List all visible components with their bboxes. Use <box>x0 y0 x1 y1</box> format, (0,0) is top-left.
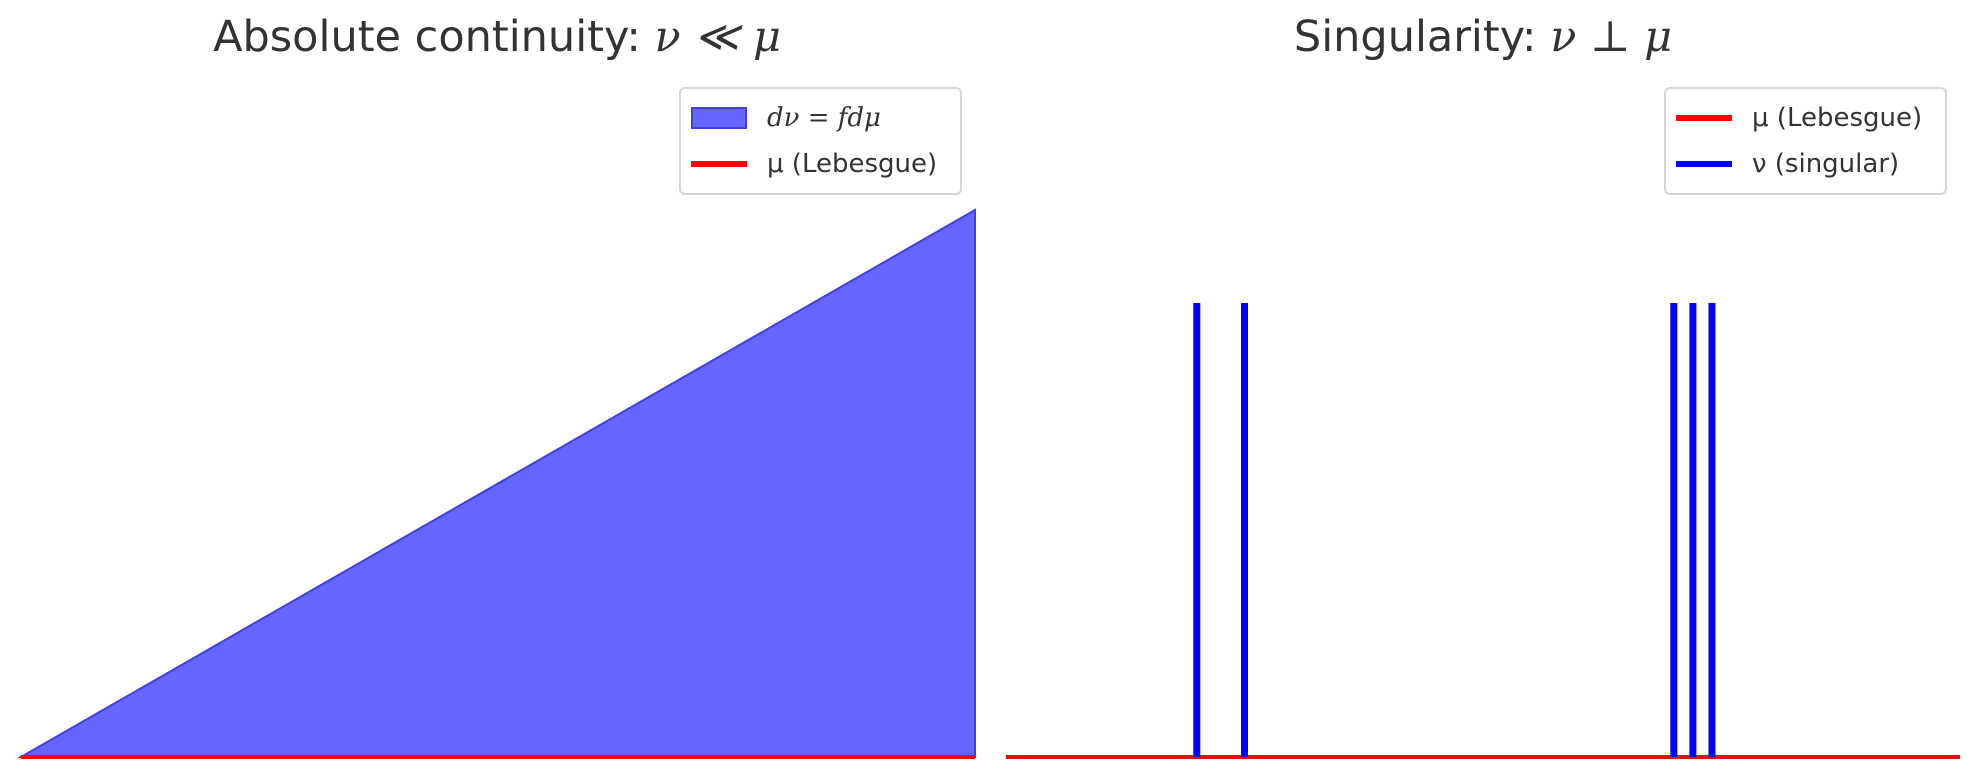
right-title-math: ν ⊥ μ <box>1550 12 1673 62</box>
left-title-text: Absolute continuity: <box>213 12 655 62</box>
legend-label-lebesgue: μ (Lebesgue) <box>767 149 938 179</box>
right-plot-area <box>1006 302 1960 759</box>
legend-swatch-singular <box>1676 161 1732 167</box>
left-chart-title: Absolute continuity: ν ≪ μ <box>213 12 781 62</box>
legend-swatch-lebesgue <box>691 161 747 167</box>
legend-label-singular: ν (singular) <box>1752 149 1900 179</box>
right-chart-title: Singularity: ν ⊥ μ <box>1294 12 1672 62</box>
legend-entry-lebesgue: μ (Lebesgue) <box>691 141 950 187</box>
density-fill-area <box>17 208 976 758</box>
right-title-text: Singularity: <box>1293 12 1551 62</box>
left-title-math: ν ≪ μ <box>654 12 781 62</box>
legend-label-lebesgue-right: μ (Lebesgue) <box>1752 103 1923 133</box>
legend-label-density: dν = fdμ <box>767 103 881 133</box>
left-plot-area <box>17 208 976 759</box>
legend-entry-lebesgue-right: μ (Lebesgue) <box>1676 95 1935 141</box>
legend-entry-density: dν = fdμ <box>691 95 950 141</box>
left-legend: dν = fdμ μ (Lebesgue) <box>679 87 962 195</box>
legend-entry-singular: ν (singular) <box>1676 141 1935 187</box>
right-legend: μ (Lebesgue) ν (singular) <box>1664 87 1947 195</box>
legend-swatch-density <box>691 107 747 129</box>
legend-swatch-lebesgue-right <box>1676 115 1732 121</box>
